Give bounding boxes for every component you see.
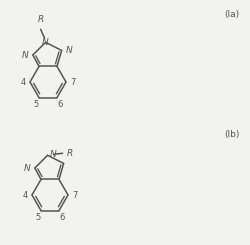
Text: N: N — [66, 46, 72, 55]
Text: (Ia): (Ia) — [224, 10, 240, 19]
Text: N: N — [22, 50, 29, 60]
Text: 5: 5 — [36, 213, 41, 222]
Text: 6: 6 — [57, 100, 63, 109]
Text: R: R — [38, 15, 44, 24]
Text: N: N — [50, 150, 56, 159]
Text: 5: 5 — [34, 100, 38, 109]
Text: (Ib): (Ib) — [224, 130, 240, 139]
Text: N: N — [42, 38, 49, 47]
Text: N: N — [24, 163, 31, 172]
Text: 7: 7 — [72, 191, 78, 199]
Text: 6: 6 — [59, 213, 65, 222]
Text: 7: 7 — [70, 77, 76, 86]
Text: 4: 4 — [22, 191, 28, 199]
Text: R: R — [66, 149, 73, 158]
Text: 4: 4 — [20, 77, 26, 86]
